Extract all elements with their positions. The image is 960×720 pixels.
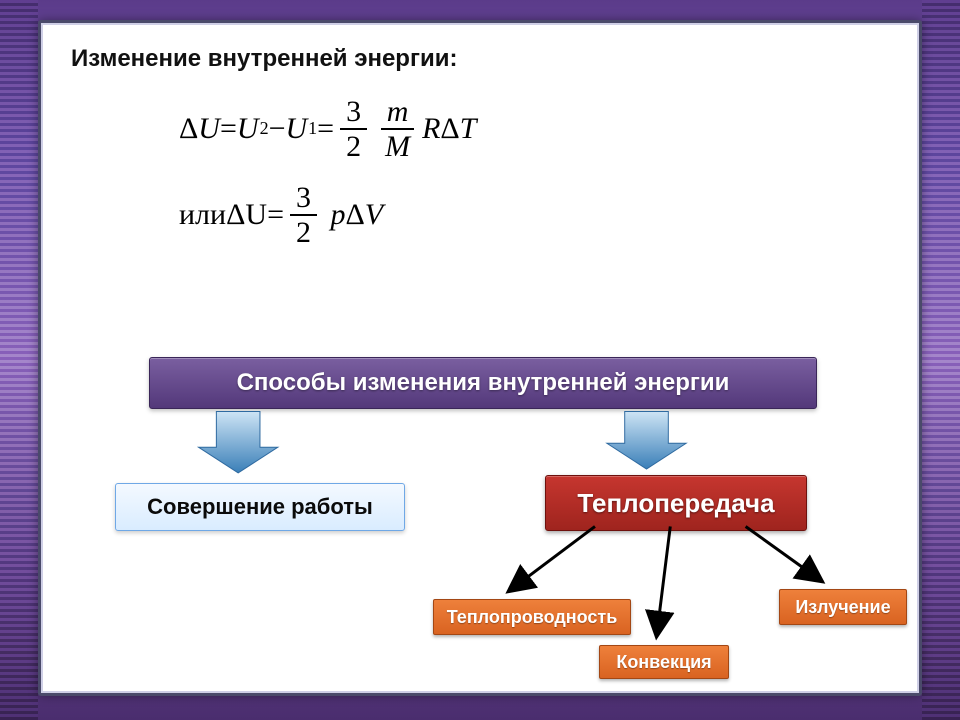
eq2-frac-32-num: 3	[290, 181, 317, 216]
eq1-frac-mM: m M	[379, 95, 416, 163]
eq1-equals2: =	[317, 111, 334, 147]
eq2-equals: =	[267, 197, 284, 233]
eq1-u: U	[198, 111, 220, 147]
eq2-U: U	[245, 197, 267, 233]
eq1-u2-sub: 2	[260, 118, 269, 140]
box-heat-transfer: Теплопередача	[545, 475, 807, 531]
arrow-to-convection	[656, 526, 670, 637]
eq1-frac-mM-num: m	[381, 95, 415, 130]
eq1-u1-sub: 1	[308, 118, 317, 140]
box-conduction: Теплопроводность	[433, 599, 631, 635]
frame-left-texture	[0, 0, 38, 720]
formula-block: ΔU = U2 − U1 = 3 2 m M R ΔT или ΔU = 3	[179, 95, 889, 249]
eq2-frac-32: 3 2	[290, 181, 317, 249]
eq2-frac-32-den: 2	[290, 216, 317, 249]
slide-card: Изменение внутренней энергии: ΔU = U2 − …	[38, 20, 922, 696]
arrow-to-radiation	[746, 526, 823, 582]
down-arrow-left-icon	[199, 412, 278, 473]
eq1-u2-var: U	[237, 111, 259, 147]
formula-eq2: или ΔU = 3 2 p ΔV	[179, 181, 889, 249]
eq2-dV-V: V	[365, 197, 383, 233]
slide-title: Изменение внутренней энергии:	[71, 45, 889, 73]
eq1-dT-T: T	[460, 111, 477, 147]
eq2-prefix: или	[179, 197, 226, 233]
eq1-equals: =	[220, 111, 237, 147]
box-radiation: Излучение	[779, 589, 907, 625]
eq1-frac-32-num: 3	[340, 95, 367, 130]
arrow-to-conduction	[508, 526, 595, 591]
eq1-frac-32-den: 2	[340, 130, 367, 163]
eq1-frac-mM-den: M	[379, 130, 416, 163]
eq1-delta: Δ	[179, 111, 198, 147]
eq2-p: p	[330, 197, 345, 233]
formula-eq1: ΔU = U2 − U1 = 3 2 m M R ΔT	[179, 95, 889, 163]
eq1-R: R	[422, 111, 440, 147]
eq2-delta: Δ	[226, 197, 245, 233]
frame-right-texture	[922, 0, 960, 720]
eq1-frac-32: 3 2	[340, 95, 367, 163]
eq2-dV-delta: Δ	[345, 197, 364, 233]
eq1-dT-delta: Δ	[440, 111, 459, 147]
box-convection: Конвекция	[599, 645, 729, 679]
eq1-minus: −	[269, 111, 286, 147]
eq1-u1-var: U	[285, 111, 307, 147]
box-work: Совершение работы	[115, 483, 405, 531]
banner-methods: Способы изменения внутренней энергии	[149, 357, 817, 409]
down-arrow-right-icon	[607, 412, 686, 469]
